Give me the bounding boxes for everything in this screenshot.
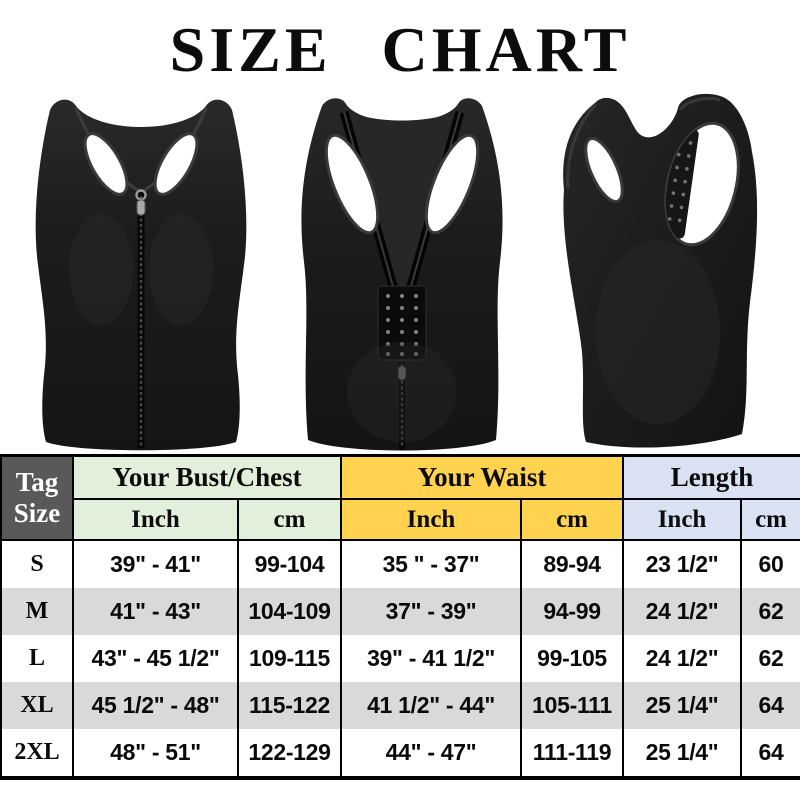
subheader-waist-inch: Inch <box>340 499 523 541</box>
bust-cm-value: 109-115 <box>236 635 343 682</box>
corner-header-tag-size: Tag Size <box>0 455 74 541</box>
bust-cm-value: 99-104 <box>236 540 343 588</box>
subheader-bust-inch: Inch <box>72 499 239 541</box>
subheader-waist-cm: cm <box>520 499 625 541</box>
vest-front-hooks-image <box>301 98 503 451</box>
waist-inch-value: 35 " - 37" <box>340 540 523 588</box>
page-title: SIZE CHART <box>169 14 631 85</box>
length-inch-value: 25 1/4" <box>622 682 743 729</box>
vest-back-view-image <box>563 93 758 448</box>
group-header-length: Length <box>622 455 800 500</box>
bust-inch-value: 41" - 43" <box>72 588 239 635</box>
waist-cm-value: 94-99 <box>520 588 625 635</box>
bust-cm-value: 115-122 <box>236 682 343 729</box>
table-row-m: M 41" - 43" 104-109 37" - 39" 94-99 24 1… <box>0 588 800 635</box>
length-inch-value: 23 1/2" <box>622 540 743 588</box>
bust-inch-value: 45 1/2" - 48" <box>72 682 239 729</box>
waist-inch-value: 41 1/2" - 44" <box>340 682 523 729</box>
table-row-s: S 39" - 41" 99-104 35 " - 37" 89-94 23 1… <box>0 540 800 588</box>
bust-cm-value: 104-109 <box>236 588 343 635</box>
size-label: XL <box>0 682 74 729</box>
length-inch-value: 25 1/4" <box>622 729 743 778</box>
length-cm-value: 62 <box>740 588 800 635</box>
bust-inch-value: 48" - 51" <box>72 729 239 778</box>
bust-cm-value: 122-129 <box>236 729 343 778</box>
waist-cm-value: 111-119 <box>520 729 625 778</box>
size-chart-table: Tag Size Your Bust/Chest Your Waist Leng… <box>0 454 800 780</box>
bust-inch-value: 43" - 45 1/2" <box>72 635 239 682</box>
vest-front-zipper-image <box>35 99 247 451</box>
table-row-2xl: 2XL 48" - 51" 122-129 44" - 47" 111-119 … <box>0 729 800 778</box>
length-inch-value: 24 1/2" <box>622 635 743 682</box>
length-cm-value: 60 <box>740 540 800 588</box>
size-label: M <box>0 588 74 635</box>
subheader-length-inch: Inch <box>622 499 743 541</box>
table-row-l: L 43" - 45 1/2" 109-115 39" - 41 1/2" 99… <box>0 635 800 682</box>
table-row-xl: XL 45 1/2" - 48" 115-122 41 1/2" - 44" 1… <box>0 682 800 729</box>
group-header-waist: Your Waist <box>340 455 625 500</box>
bust-inch-value: 39" - 41" <box>72 540 239 588</box>
waist-cm-value: 105-111 <box>520 682 625 729</box>
subheader-bust-cm: cm <box>236 499 343 541</box>
product-photos <box>0 90 800 456</box>
waist-inch-value: 39" - 41 1/2" <box>340 635 523 682</box>
size-label: L <box>0 635 74 682</box>
size-label: S <box>0 540 74 588</box>
length-cm-value: 64 <box>740 682 800 729</box>
group-header-bust: Your Bust/Chest <box>71 455 343 500</box>
waist-cm-value: 99-105 <box>520 635 625 682</box>
waist-cm-value: 89-94 <box>520 540 625 588</box>
length-cm-value: 62 <box>740 635 800 682</box>
size-label: 2XL <box>0 729 74 778</box>
waist-inch-value: 37" - 39" <box>340 588 523 635</box>
subheader-length-cm: cm <box>740 499 800 541</box>
length-cm-value: 64 <box>740 729 800 778</box>
length-inch-value: 24 1/2" <box>622 588 743 635</box>
waist-inch-value: 44" - 47" <box>340 729 523 778</box>
